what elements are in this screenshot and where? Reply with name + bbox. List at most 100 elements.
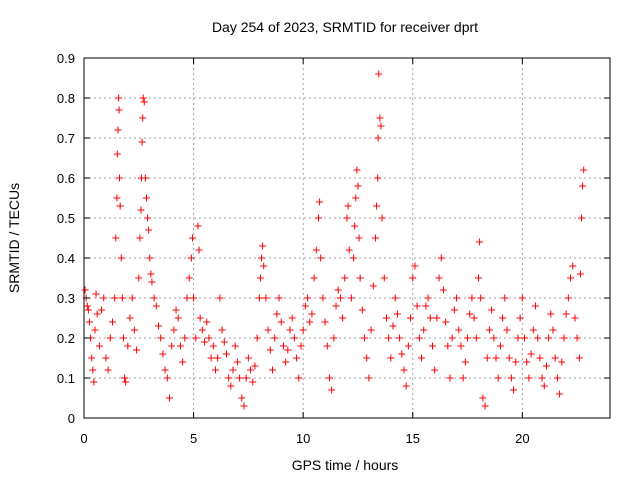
data-point: [461, 358, 469, 366]
data-point: [321, 318, 329, 326]
data-point: [330, 334, 338, 342]
data-point: [242, 374, 250, 382]
data-point: [196, 314, 204, 322]
data-point: [259, 242, 267, 250]
y-tick-label: 0.7: [57, 131, 75, 146]
grid: [84, 58, 610, 418]
data-point: [567, 274, 575, 282]
data-point: [95, 342, 103, 350]
data-point: [347, 294, 355, 302]
data-point: [251, 362, 259, 370]
data-point: [411, 262, 419, 270]
data-point: [102, 354, 110, 362]
data-point: [114, 126, 122, 134]
data-point: [316, 198, 324, 206]
data-point: [483, 354, 491, 362]
data-point: [523, 358, 531, 366]
data-point: [485, 326, 493, 334]
data-point: [181, 334, 189, 342]
data-point: [361, 334, 369, 342]
data-point: [435, 274, 443, 282]
x-tick-labels: 0 5 10 15 20: [80, 431, 529, 446]
data-point: [260, 262, 268, 270]
data-point: [380, 274, 388, 282]
data-point: [378, 214, 386, 222]
data-point: [549, 326, 557, 334]
data-point: [375, 70, 383, 78]
data-point: [514, 334, 522, 342]
data-point: [88, 354, 96, 362]
data-point: [271, 334, 279, 342]
data-point: [409, 274, 417, 282]
data-point: [374, 174, 382, 182]
data-point: [295, 374, 303, 382]
data-point: [472, 334, 480, 342]
data-point: [222, 350, 230, 358]
data-point: [195, 246, 203, 254]
data-point: [446, 374, 454, 382]
data-point: [161, 366, 169, 374]
data-point: [306, 318, 314, 326]
x-tick-label: 15: [406, 431, 420, 446]
data-point: [365, 374, 373, 382]
data-point: [113, 194, 121, 202]
data-point: [231, 342, 239, 350]
data-point: [343, 214, 351, 222]
data-point: [238, 394, 246, 402]
data-point: [119, 334, 127, 342]
data-point: [90, 378, 98, 386]
data-point: [268, 366, 276, 374]
data-point: [121, 374, 129, 382]
data-point: [576, 270, 584, 278]
data-point: [538, 374, 546, 382]
data-point: [351, 222, 359, 230]
data-point: [247, 366, 255, 374]
data-point: [503, 326, 511, 334]
data-point: [273, 310, 281, 318]
x-tick-label: 10: [296, 431, 310, 446]
data-point: [354, 182, 362, 190]
y-tick-label: 0.8: [57, 91, 75, 106]
data-point: [165, 394, 173, 402]
data-point: [424, 294, 432, 302]
data-point: [315, 214, 323, 222]
data-point: [448, 334, 456, 342]
data-point: [501, 294, 509, 302]
data-point: [146, 254, 154, 262]
axis-ticks: [83, 57, 610, 419]
data-point: [336, 294, 344, 302]
y-tick-labels: 0 0.1 0.2 0.3 0.4 0.5 0.6 0.7 0.8 0.9: [57, 51, 75, 426]
data-point: [496, 342, 504, 350]
data-point: [249, 378, 257, 386]
data-point: [106, 334, 114, 342]
data-point: [387, 354, 395, 362]
data-point: [201, 338, 209, 346]
data-point: [209, 342, 217, 350]
data-point: [317, 254, 325, 262]
data-point: [163, 374, 171, 382]
y-tick-label: 0.2: [57, 331, 75, 346]
y-tick-label: 0.9: [57, 51, 75, 66]
data-point: [130, 326, 138, 334]
data-point: [233, 358, 241, 366]
data-point: [299, 326, 307, 334]
data-point: [475, 274, 482, 282]
data-point: [545, 334, 553, 342]
data-point: [353, 166, 361, 174]
data-point: [89, 366, 97, 374]
data-point: [168, 342, 176, 350]
data-point: [122, 378, 130, 386]
data-point: [547, 310, 555, 318]
data-point: [542, 362, 550, 370]
data-point: [444, 342, 452, 350]
data-point: [492, 354, 500, 362]
data-point: [198, 326, 206, 334]
x-axis-label: GPS time / hours: [292, 457, 399, 473]
data-point: [459, 374, 467, 382]
data-point: [312, 246, 320, 254]
data-point: [275, 294, 283, 302]
data-point: [529, 326, 537, 334]
data-point: [81, 286, 89, 294]
data-point: [137, 206, 145, 214]
data-point: [457, 342, 465, 350]
